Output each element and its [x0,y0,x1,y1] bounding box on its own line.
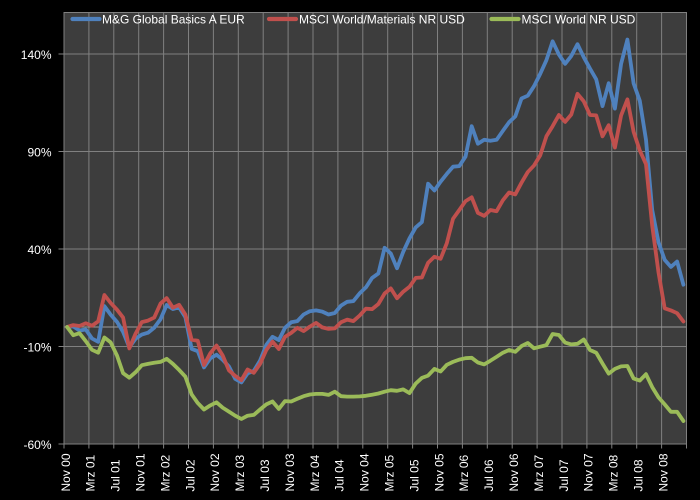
svg-text:90%: 90% [27,146,51,160]
svg-text:Nov 08: Nov 08 [656,453,670,491]
svg-text:Jul 04: Jul 04 [333,459,347,491]
svg-text:Jul 05: Jul 05 [407,459,421,491]
svg-text:Mrz 04: Mrz 04 [308,455,322,492]
svg-text:Nov 00: Nov 00 [59,453,73,491]
svg-text:Nov 07: Nov 07 [582,453,596,491]
svg-text:-10%: -10% [23,341,51,355]
svg-text:Jul 06: Jul 06 [482,459,496,491]
svg-text:Mrz 02: Mrz 02 [158,455,172,492]
svg-text:Mrz 05: Mrz 05 [383,455,397,492]
svg-text:Nov 06: Nov 06 [507,453,521,491]
svg-text:Mrz 08: Mrz 08 [607,455,621,492]
svg-text:Nov 03: Nov 03 [283,453,297,491]
svg-text:-60%: -60% [23,438,51,452]
svg-text:Nov 02: Nov 02 [208,453,222,491]
svg-text:Nov 01: Nov 01 [134,453,148,491]
svg-text:Jul 08: Jul 08 [632,459,646,491]
svg-text:40%: 40% [27,243,51,257]
svg-text:Mrz 03: Mrz 03 [233,455,247,492]
svg-text:140%: 140% [21,48,52,62]
svg-text:Jul 07: Jul 07 [557,459,571,491]
svg-text:Mrz 01: Mrz 01 [84,455,98,492]
svg-text:M&G Global Basics A EUR: M&G Global Basics A EUR [102,13,245,27]
svg-text:Jul 01: Jul 01 [109,459,123,491]
svg-text:Mrz 06: Mrz 06 [457,455,471,492]
svg-text:Nov 04: Nov 04 [358,453,372,491]
svg-text:Nov 05: Nov 05 [432,453,446,491]
svg-text:MSCI World/Materials NR USD: MSCI World/Materials NR USD [299,13,465,27]
svg-text:Jul 03: Jul 03 [258,459,272,491]
svg-text:Jul 02: Jul 02 [183,459,197,491]
svg-text:MSCI World NR USD: MSCI World NR USD [522,13,636,27]
svg-text:Mrz 07: Mrz 07 [532,455,546,492]
